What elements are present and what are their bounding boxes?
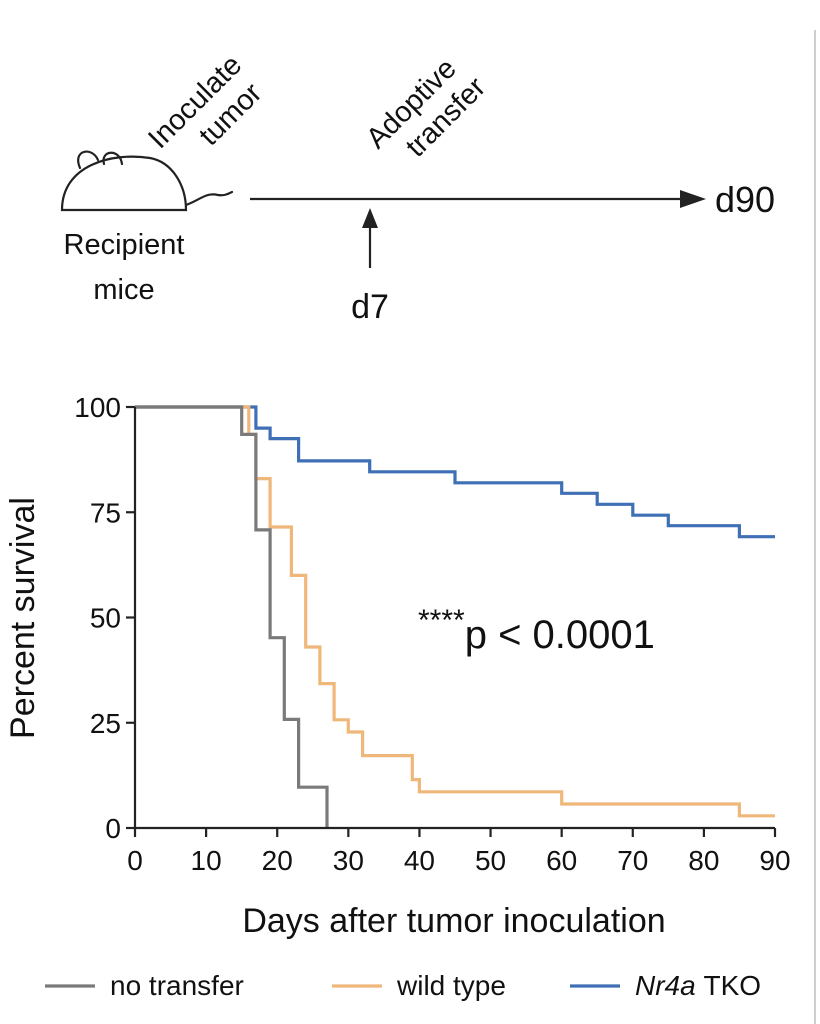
y-tick-label: 0 [105,813,121,844]
x-tick-label: 80 [688,845,719,876]
y-tick-label: 100 [74,392,121,423]
x-axis-title: Days after tumor inoculation [242,902,665,940]
chart: 0 25 50 75 100 0 10 20 30 40 50 60 70 80 90 Percent s… [4,392,791,940]
recipient-label-line2: mice [93,274,154,306]
transfer-arrowhead [362,208,378,228]
x-tick-label: 70 [617,845,648,876]
y-tick-label: 25 [90,708,121,739]
p-value-annotation: ****p < 0.0001 [418,604,655,657]
y-axis-title: Percent survival [4,497,42,739]
legend-label-wild-type: wild type [396,970,506,1001]
x-tick-label: 0 [127,845,143,876]
survival-curves [135,405,775,828]
x-tick-label: 30 [333,845,364,876]
x-axis-ticks: 0 10 20 30 40 50 60 70 80 90 [127,828,791,876]
legend: no transfer wild type Nr4a TKO [45,970,761,1001]
legend-label-italic-part: Nr4a [635,970,703,1001]
survival-line-nr4a-tko [135,405,775,539]
legend-label-nr4a-tko: Nr4a TKO [635,970,761,1001]
mouse-icon [60,150,234,212]
x-tick-label: 20 [262,845,293,876]
survival-line-no-transfer [135,405,329,828]
legend-label-plain-part: TKO [703,970,761,1001]
timeline-arrowhead [680,190,706,208]
x-tick-label: 50 [475,845,506,876]
x-tick-label: 10 [191,845,222,876]
survival-line-wild-type [135,405,775,818]
y-axis-ticks: 0 25 50 75 100 [74,392,135,844]
recipient-label-line1: Recipient [64,229,185,261]
end-day-label: d90 [715,179,775,220]
y-tick-label: 50 [90,603,121,634]
x-tick-label: 90 [759,845,790,876]
p-value-text: p < 0.0001 [465,613,655,657]
schematic: Recipient mice Inoculate tumor Adoptive … [60,49,775,326]
x-tick-label: 40 [404,845,435,876]
y-tick-label: 75 [90,497,121,528]
legend-label-no-transfer: no transfer [110,970,244,1001]
x-tick-label: 60 [546,845,577,876]
transfer-day-label: d7 [351,288,389,326]
significance-stars: **** [418,604,465,637]
